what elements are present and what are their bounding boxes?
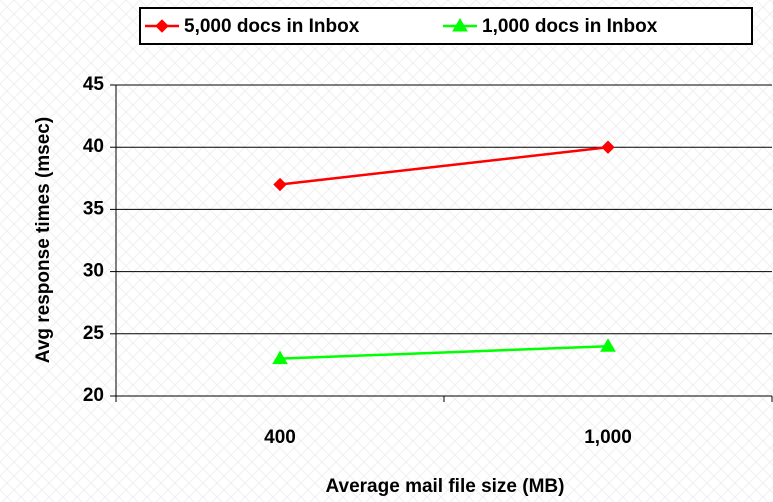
- point: [273, 177, 287, 192]
- x-tick-label: 1,000: [584, 427, 632, 448]
- point: [601, 140, 615, 154]
- legend-label: 5,000 docs in Inbox: [184, 16, 360, 37]
- point: [600, 338, 616, 352]
- y-axis-title: Avg response times (msec): [33, 117, 54, 363]
- legend-label: 1,000 docs in Inbox: [482, 16, 658, 37]
- y-tick-label: 35: [83, 198, 105, 219]
- y-tick-label: 40: [83, 136, 104, 157]
- y-tick-label: 20: [83, 385, 104, 406]
- point: [272, 350, 288, 365]
- legend-marker: [452, 18, 468, 32]
- y-tick-label: 30: [83, 261, 104, 282]
- x-axis-title: Average mail file size (MB): [326, 476, 565, 497]
- legend-marker: [155, 19, 169, 33]
- series-line: [279, 145, 609, 186]
- series-line: [279, 344, 609, 360]
- x-tick-label: 400: [264, 427, 296, 448]
- y-tick-label: 45: [83, 74, 105, 95]
- y-tick-label: 25: [83, 323, 105, 344]
